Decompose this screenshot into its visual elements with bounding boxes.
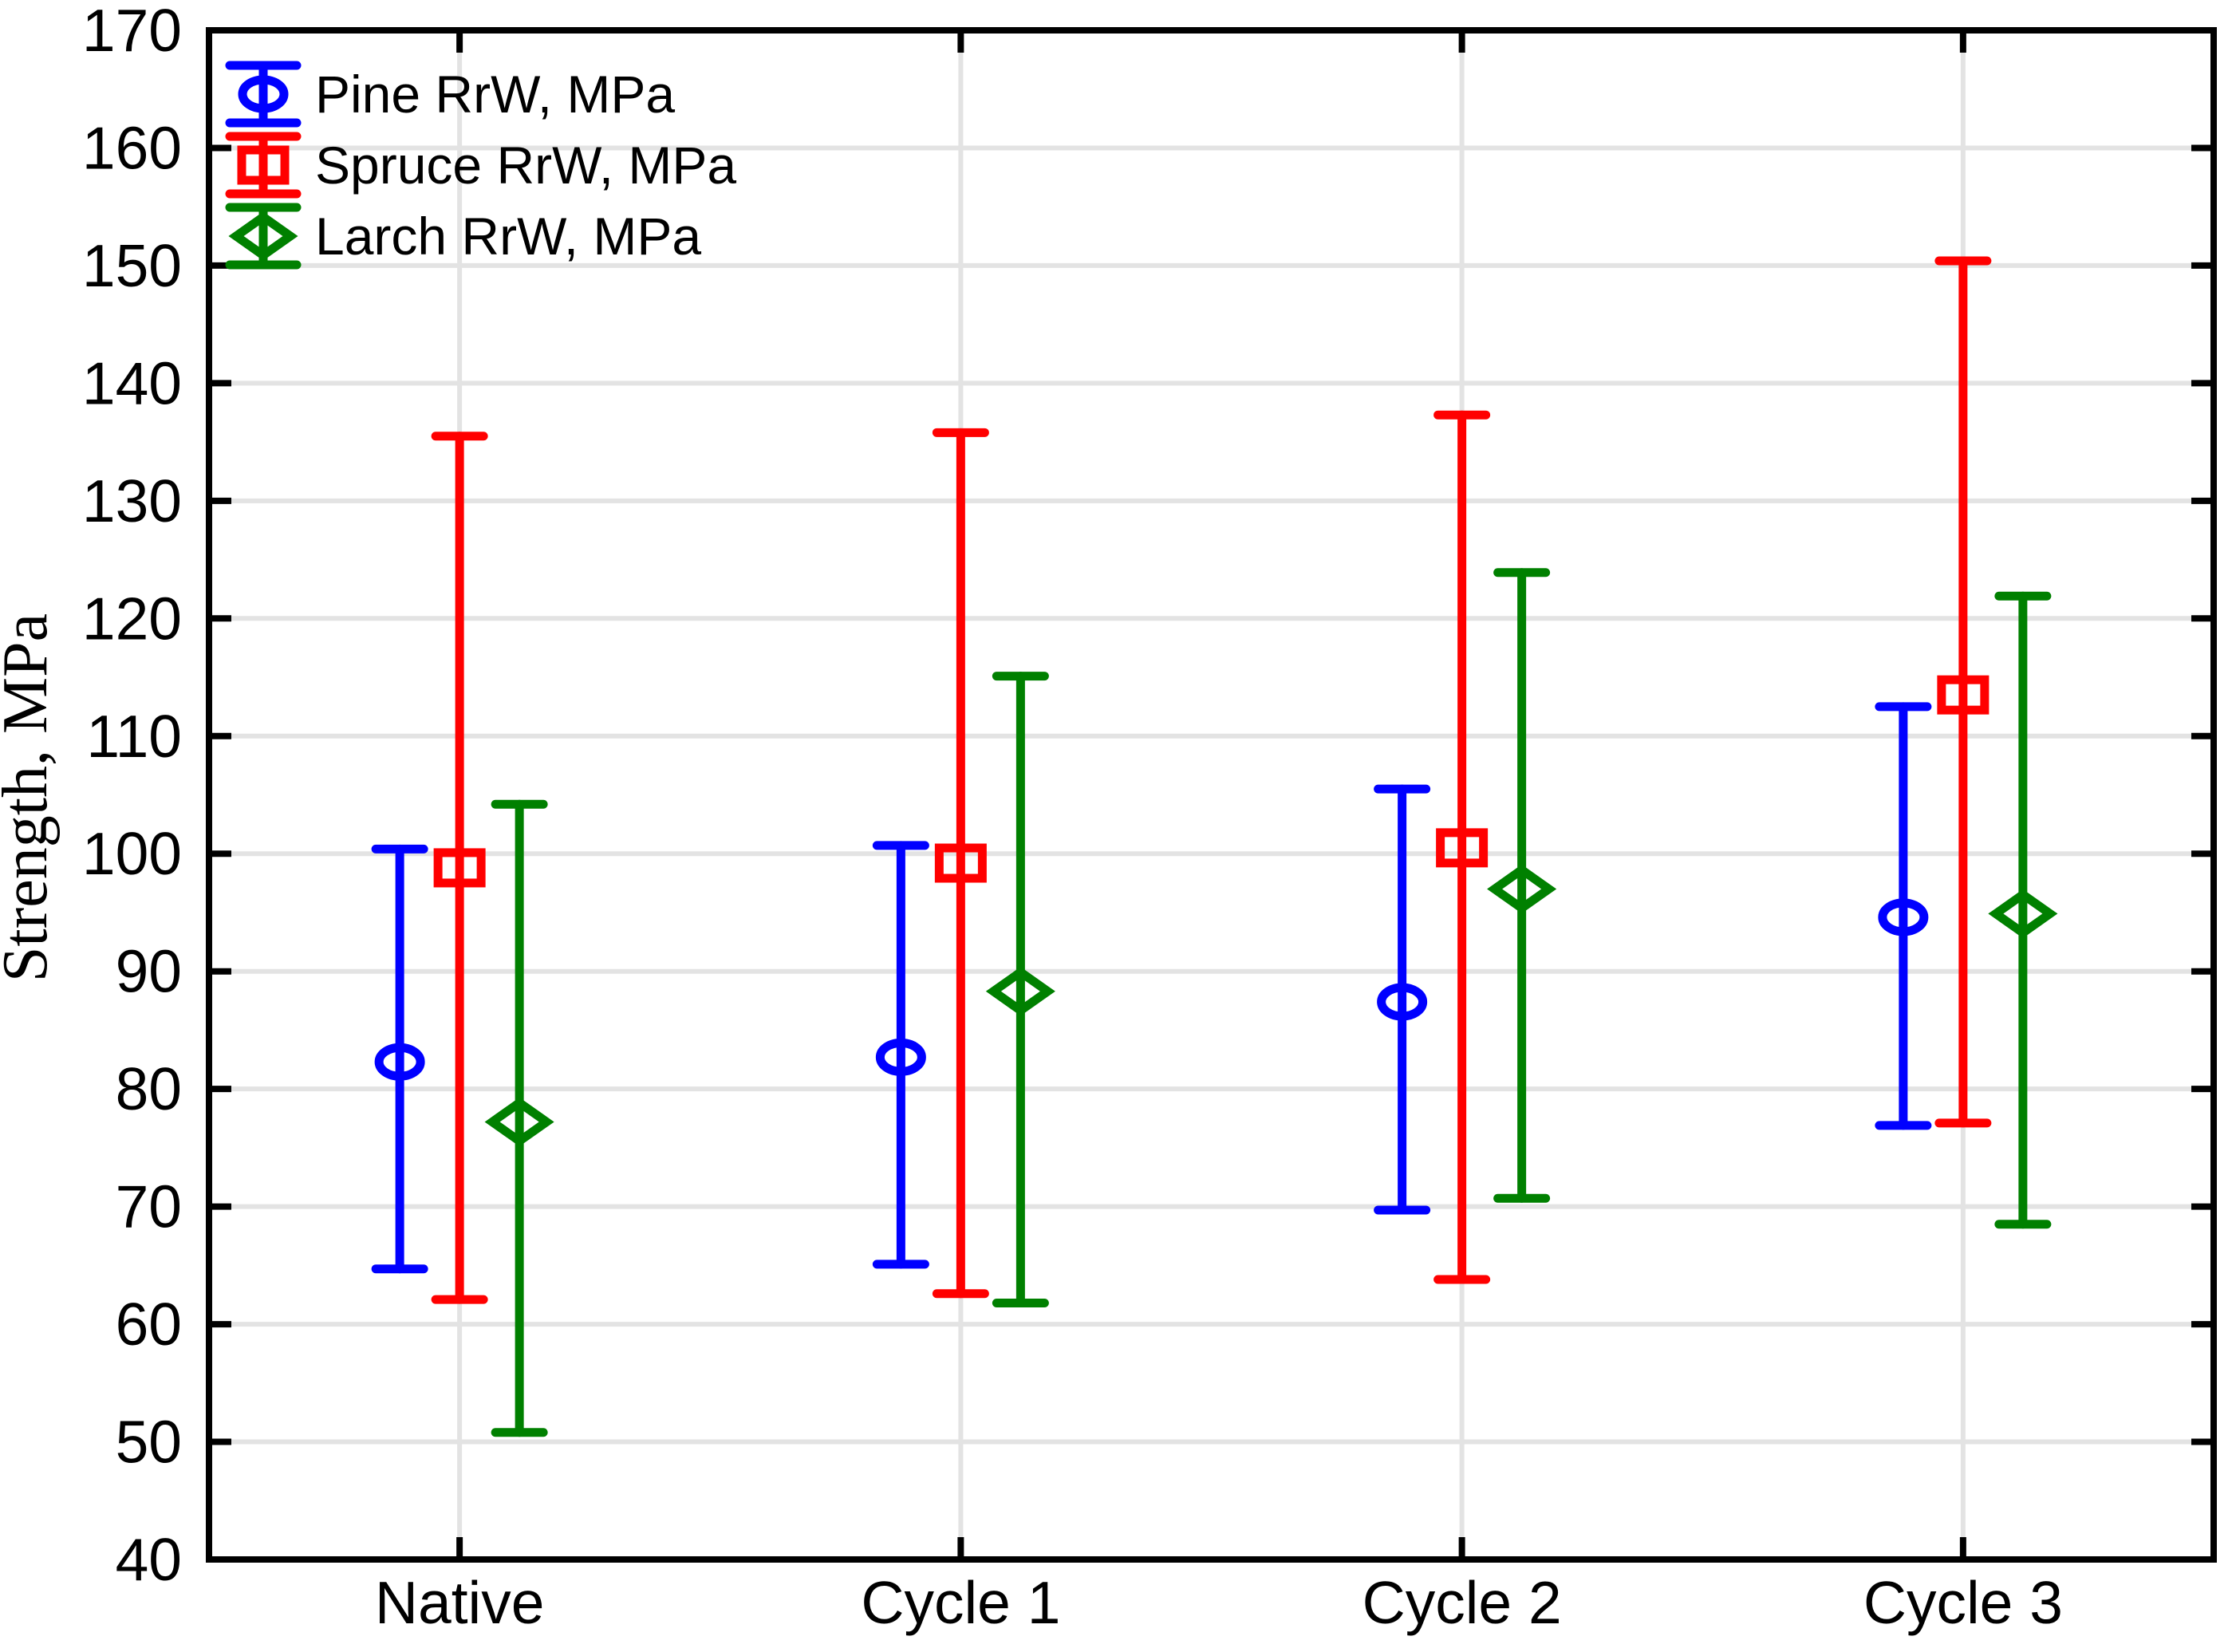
y-axis-title: Strength, MPa	[0, 613, 61, 982]
legend-label: Larch RrW, MPa	[315, 207, 701, 266]
mean-marker-diamond	[484, 1097, 554, 1147]
x-category-label: Cycle 2	[1362, 1569, 1562, 1636]
axes: 40 50 60 70 80 90 100 110 120 130 140 150 160 170 Nati…	[82, 0, 2217, 1636]
mean-marker-circle	[1878, 898, 1929, 936]
y-tick-label: 40	[116, 1526, 182, 1593]
y-tick-label: 50	[116, 1409, 182, 1476]
mean-marker-square	[237, 145, 290, 185]
mean-marker-square	[433, 848, 486, 888]
legend: Pine RrW, MPa Spruce RrW, MPa Larch RrW, M…	[225, 61, 736, 270]
y-tick-label: 120	[82, 585, 182, 652]
y-tick-label: 160	[82, 114, 182, 181]
mean-marker-square	[1436, 828, 1489, 868]
legend-label: Spruce RrW, MPa	[315, 136, 736, 195]
series-square	[431, 256, 1992, 1304]
y-tick-label: 80	[116, 1055, 182, 1122]
legend-item: Spruce RrW, MPa	[225, 132, 736, 199]
mean-marker-diamond	[228, 211, 298, 261]
legend-item: Pine RrW, MPa	[225, 61, 675, 128]
mean-marker-diamond	[1988, 889, 2058, 939]
y-tick-label: 170	[82, 0, 182, 64]
legend-label: Pine RrW, MPa	[315, 65, 675, 124]
mean-marker-circle	[238, 75, 289, 113]
y-tick-label: 130	[82, 467, 182, 534]
y-tick-label: 100	[82, 820, 182, 887]
mean-marker-circle	[1377, 983, 1428, 1021]
y-tick-label: 110	[86, 703, 182, 770]
y-tick-label: 150	[82, 232, 182, 299]
series-circle	[371, 702, 1932, 1274]
mean-marker-square	[1937, 675, 1989, 715]
x-category-label: Cycle 3	[1863, 1569, 2063, 1636]
mean-marker-circle	[374, 1043, 425, 1081]
series-diamond	[484, 568, 2058, 1437]
mean-marker-diamond	[1487, 864, 1557, 914]
y-tick-label: 70	[116, 1173, 182, 1240]
y-tick-label: 140	[82, 349, 182, 416]
x-category-label: Cycle 1	[861, 1569, 1060, 1636]
x-category-label: Native	[375, 1569, 545, 1636]
y-tick-label: 60	[116, 1291, 182, 1358]
mean-marker-diamond	[985, 967, 1055, 1016]
plot-border	[206, 27, 2217, 1563]
y-tick-label: 90	[116, 938, 182, 1005]
mean-marker-circle	[875, 1038, 926, 1076]
legend-item: Larch RrW, MPa	[225, 203, 701, 270]
mean-marker-square	[934, 843, 987, 883]
error-bars	[371, 256, 2058, 1437]
